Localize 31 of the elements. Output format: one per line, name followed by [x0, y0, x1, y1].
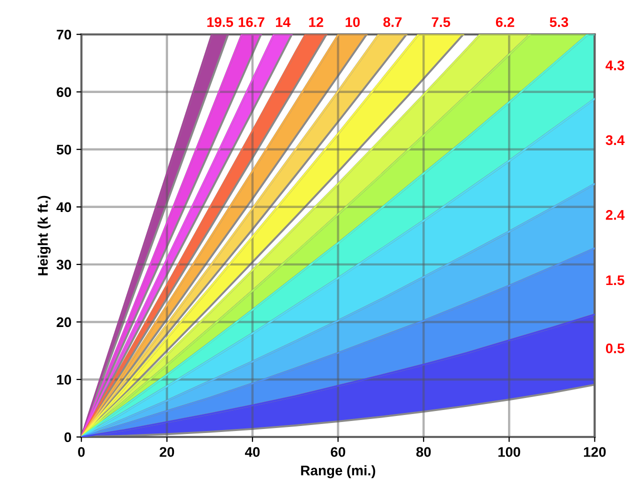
y-tick-label: 0 — [64, 432, 72, 442]
x-tick-label: 80 — [416, 447, 431, 457]
y-tick-label: 40 — [56, 202, 72, 212]
series-label: 5.3 — [550, 17, 568, 28]
y-tick-label: 70 — [56, 30, 72, 40]
x-tick-label: 20 — [160, 447, 174, 457]
series-label: 8.7 — [383, 17, 402, 28]
x-tick-label: 0 — [78, 447, 85, 457]
x-tick-label: 100 — [498, 447, 520, 457]
y-tick-label: 60 — [56, 87, 72, 98]
y-tick-label: 20 — [56, 317, 72, 328]
x-tick-label: 60 — [330, 447, 346, 457]
y-tick-label: 50 — [56, 144, 72, 155]
y-tick-label: 10 — [57, 374, 72, 385]
text: 0.5 — [606, 343, 624, 354]
series-label: 19.5 — [207, 17, 234, 28]
series-label: 10 — [346, 17, 360, 28]
text: 1.5 — [606, 275, 624, 286]
series-label: 16.7 — [238, 17, 264, 28]
text: 4.3 — [606, 60, 624, 70]
series-label: 7.5 — [432, 17, 450, 28]
text: 3.4 — [606, 135, 625, 146]
series-label: 6.2 — [496, 17, 514, 28]
x-tick-label: 40 — [244, 447, 260, 457]
x-tick-label: 120 — [584, 447, 606, 457]
y-axis-title: Height (k ft.) — [38, 196, 51, 276]
x-axis-title: Range (mi.) — [301, 465, 376, 478]
series-label: 12 — [309, 17, 324, 27]
series-label: 14 — [276, 17, 291, 27]
y-tick-label: 30 — [56, 260, 72, 270]
text: 2.4 — [606, 210, 625, 220]
